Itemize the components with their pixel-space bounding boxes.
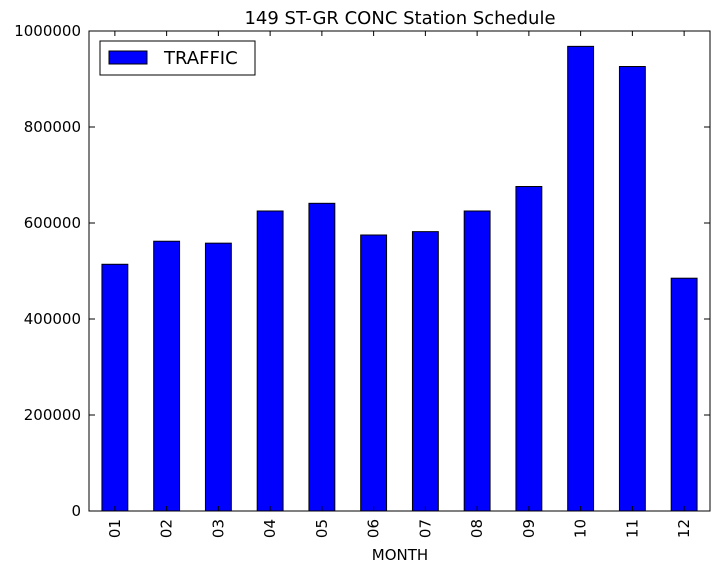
x-tick-label-02: 02 [158,519,176,538]
bar-12 [670,277,698,512]
x-axis-label: MONTH [372,546,428,564]
bar-05 [308,202,336,512]
y-tick-label: 600000 [24,214,81,232]
x-tick-label-04: 04 [261,519,279,538]
y-tick-label: 200000 [24,406,81,424]
bar-04 [256,210,284,512]
y-tick-label: 1000000 [14,22,81,40]
legend-swatch [108,50,148,65]
plot-frame [88,30,711,512]
x-tick-label-06: 06 [365,519,383,538]
x-axis: 01 02 03 04 05 06 07 08 09 10 11 12 [106,31,693,538]
y-tick-label: 400000 [24,310,81,328]
bar-11 [618,66,646,512]
x-tick-label-07: 07 [416,519,434,538]
bar-06 [360,234,388,512]
bars-layer [101,45,698,512]
bar-07 [411,231,439,512]
x-tick-label-01: 01 [106,519,124,538]
chart-title: 149 ST-GR CONC Station Schedule [244,8,555,29]
x-tick-label-11: 11 [623,519,641,538]
y-tick-label: 0 [71,502,81,520]
bar-01 [101,263,129,512]
bar-02 [153,240,181,512]
x-tick-label-10: 10 [572,519,590,538]
x-tick-label-05: 05 [313,519,331,538]
bar-09 [515,186,543,512]
y-tick-label: 800000 [24,118,81,136]
legend: TRAFFIC [99,40,256,76]
y-axis: 0 200000 400000 600000 800000 1000000 [14,22,710,520]
x-tick-label-03: 03 [209,519,227,538]
x-tick-label-12: 12 [675,519,693,538]
x-tick-label-09: 09 [520,519,538,538]
bar-10 [567,45,595,512]
x-tick-label-08: 08 [468,519,486,538]
bar-08 [463,210,491,512]
bar-03 [204,242,232,512]
legend-label: TRAFFIC [163,48,238,69]
